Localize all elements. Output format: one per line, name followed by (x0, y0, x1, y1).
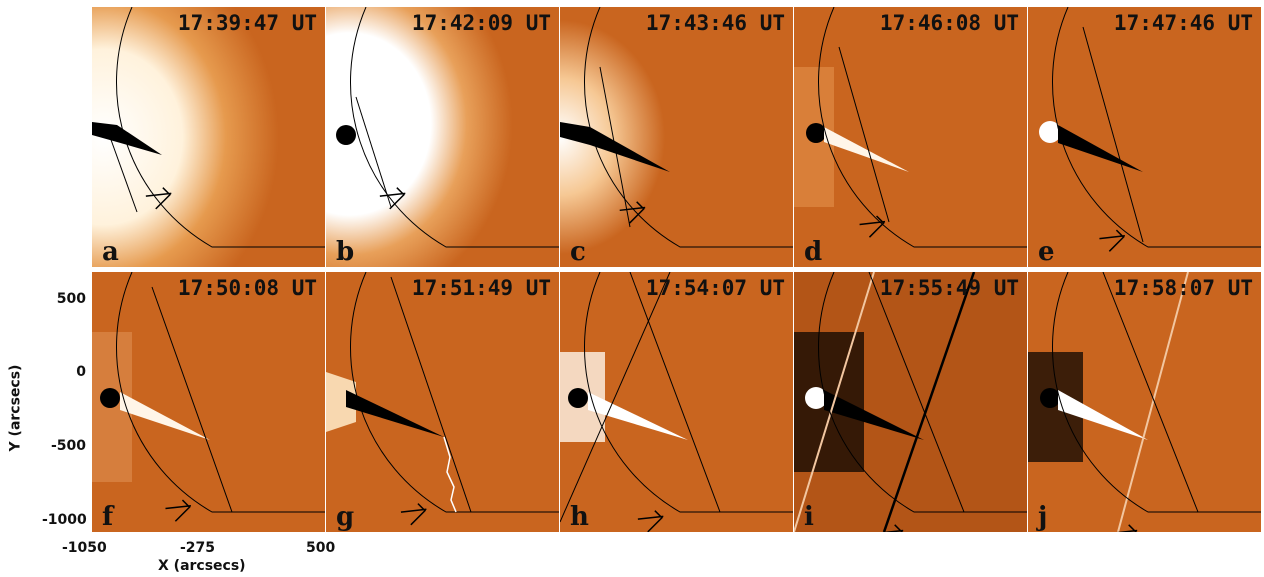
panel-label: i (804, 502, 814, 532)
panel-time: 17:50:08 UT (177, 276, 317, 300)
panel-time: 17:55:49 UT (879, 276, 1019, 300)
x-tick: 500 (306, 540, 336, 556)
y-tick: -1000 (42, 512, 87, 528)
panel-image (794, 7, 1027, 267)
x-tick: -1050 (62, 540, 107, 556)
y-tick: -500 (50, 438, 86, 454)
y-tick: 500 (56, 291, 86, 307)
y-tick: 0 (76, 364, 86, 380)
panel-g: 17:51:49 UT g (326, 272, 559, 532)
panel-c: 17:43:46 UT c (560, 7, 793, 267)
panel-e: 17:47:46 UT e (1028, 7, 1261, 267)
y-axis-label: Y (arcsecs) (7, 364, 24, 452)
x-axis-label: X (arcsecs) (158, 558, 246, 574)
panel-time: 17:43:46 UT (645, 11, 785, 35)
panel-image (560, 7, 793, 267)
panel-label: f (102, 502, 114, 532)
panel-j: 17:58:07 UT j (1028, 272, 1261, 532)
panel-b: 17:42:09 UT b (326, 7, 559, 267)
panel-time: 17:46:08 UT (879, 11, 1019, 35)
panel-time: 17:51:49 UT (411, 276, 551, 300)
panel-time: 17:47:46 UT (1113, 11, 1253, 35)
panel-label: e (1038, 237, 1055, 267)
panel-label: d (804, 237, 823, 267)
panel-label: c (570, 237, 586, 267)
panel-i: 17:55:49 UT i (794, 272, 1027, 532)
panel-label: b (336, 237, 355, 267)
panel-image (326, 7, 559, 267)
panel-label: g (336, 502, 355, 532)
panel-image (1028, 272, 1261, 532)
panel-time: 17:54:07 UT (645, 276, 785, 300)
panel-image (560, 272, 793, 532)
panel-d: 17:46:08 UT d (794, 7, 1027, 267)
panel-image (92, 272, 325, 532)
panel-time: 17:39:47 UT (177, 11, 317, 35)
panel-a: 17:39:47 UT a (92, 7, 325, 267)
x-tick: -275 (180, 540, 216, 556)
panel-label: a (102, 237, 119, 267)
panel-image (92, 7, 325, 267)
panel-time: 17:58:07 UT (1113, 276, 1253, 300)
panel-h: 17:54:07 UT h (560, 272, 793, 532)
panel-f: 17:50:08 UT f (92, 272, 325, 532)
panel-image (1028, 7, 1261, 267)
panel-time: 17:42:09 UT (411, 11, 551, 35)
panel-label: h (570, 502, 589, 532)
panel-label: j (1038, 502, 1048, 532)
panel-image (326, 272, 559, 532)
panel-image (794, 272, 1027, 532)
